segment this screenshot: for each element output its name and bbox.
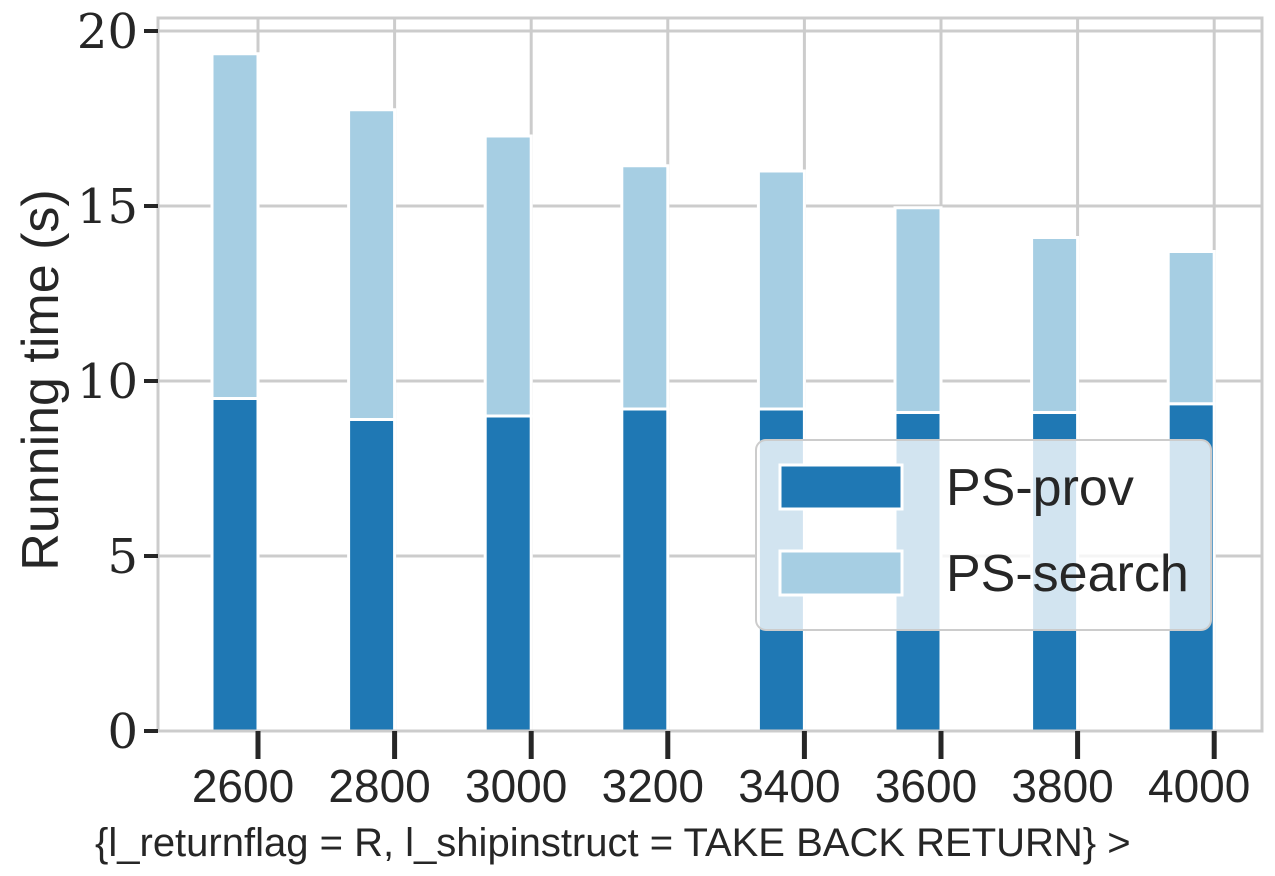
bar-ps-prov-2600	[210, 397, 260, 733]
y-tick-label: 5	[107, 529, 138, 585]
bar-ps-search-3400	[756, 169, 806, 411]
legend: PS-prov PS-search	[755, 439, 1212, 631]
y-axis-label: Running time (s)	[12, 189, 70, 570]
legend-label-ps-prov: PS-prov	[946, 459, 1134, 517]
x-tick-label: 3800	[1011, 760, 1113, 812]
y-axis-ticks: 0 5 10 15 20	[77, 4, 158, 760]
x-tick-label: 3400	[738, 760, 840, 812]
y-tick-label: 0	[107, 704, 138, 760]
x-tick-label: 2800	[328, 760, 430, 812]
legend-swatch-ps-prov	[778, 463, 904, 511]
y-tick-label: 10	[77, 354, 138, 410]
bar-ps-prov-2800	[347, 418, 397, 733]
y-tick-label: 15	[77, 179, 138, 235]
bar-ps-prov-3200	[620, 407, 670, 733]
bar-ps-search-3800	[1030, 236, 1080, 414]
x-tick-label: 3200	[602, 760, 704, 812]
bar-ps-search-4000	[1166, 250, 1216, 406]
x-tick-label: 4000	[1148, 760, 1250, 812]
bars	[210, 52, 1216, 733]
legend-label-ps-search: PS-search	[946, 545, 1189, 603]
bar-ps-search-2600	[210, 52, 260, 400]
bar-ps-search-3600	[893, 206, 943, 414]
bar-ps-search-2800	[347, 108, 397, 421]
x-tick-label: 2600	[192, 760, 294, 812]
x-tick-label: 3000	[465, 760, 567, 812]
bar-ps-search-3000	[483, 134, 533, 418]
x-axis-ticks: 2600 2800 3000 3200 3400 3600 3800 4000	[192, 731, 1250, 812]
bar-ps-search-3200	[620, 164, 670, 411]
bar-ps-prov-3000	[483, 414, 533, 733]
plot-frame	[156, 16, 1264, 733]
x-axis-label: {l_returnflag = R, l_shipinstruct = TAKE…	[95, 821, 1131, 865]
legend-swatch-ps-search	[778, 549, 904, 597]
y-tick-label: 20	[77, 4, 138, 60]
x-tick-label: 3600	[875, 760, 977, 812]
